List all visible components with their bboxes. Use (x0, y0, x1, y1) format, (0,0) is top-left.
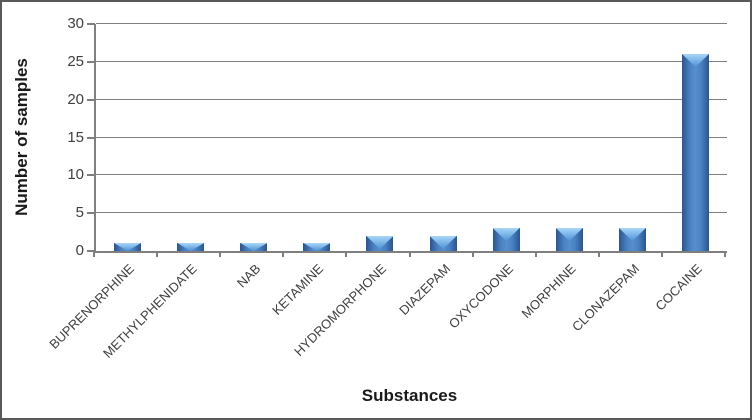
x-axis-tick (597, 251, 600, 257)
bar-gloss-highlight (177, 243, 205, 251)
y-tick-label: 25 (67, 52, 84, 70)
x-axis-title: Substances (361, 386, 458, 405)
bar-gloss-highlight (240, 243, 268, 251)
x-axis-tick (408, 251, 411, 257)
bar-clonazepam (618, 228, 646, 251)
bar-buprenorphine (114, 243, 141, 251)
x-category-label: COCAINE (652, 261, 706, 314)
bar-gloss-highlight (303, 243, 331, 251)
bar-gloss-highlight (114, 243, 141, 251)
y-axis-tick (87, 212, 95, 215)
x-category-label: DIAZEPAM (395, 261, 453, 318)
y-tick-label: 20 (67, 90, 84, 108)
y-tick-label: 0 (75, 242, 84, 259)
x-category-label: NAB (233, 261, 264, 291)
x-axis-tick (93, 251, 95, 257)
plot-area (94, 23, 727, 253)
gridline (96, 23, 727, 24)
gridline (96, 212, 727, 214)
x-axis-tick (724, 251, 726, 257)
y-axis-tick (87, 60, 95, 63)
bar-methylphenidate (177, 243, 205, 251)
bar-gloss-highlight (492, 228, 520, 241)
y-tick-label: 15 (67, 128, 84, 146)
x-axis-tick (660, 251, 663, 257)
x-category-label: MORPHINE (518, 261, 579, 322)
x-category-label: OXYCODONE (445, 261, 516, 332)
bar-oxycodone (492, 228, 520, 251)
bar-hydromorphone (366, 236, 394, 251)
gridline (96, 60, 727, 62)
x-axis-tick (345, 251, 348, 257)
bar-gloss-highlight (366, 236, 394, 249)
gridline (96, 174, 727, 176)
y-axis-tick (87, 23, 95, 25)
y-axis-tick (87, 174, 95, 177)
gridline (96, 136, 727, 138)
y-tick-label: 30 (67, 15, 84, 32)
y-axis-tick (87, 136, 95, 139)
x-category-label: CLONAZEPAM (568, 261, 643, 335)
bar-nab (240, 243, 268, 251)
x-axis-tick (156, 251, 159, 257)
bar-gloss-highlight (682, 54, 709, 67)
y-axis-tick (87, 98, 95, 101)
x-axis-tick (219, 251, 222, 257)
bar-morphine (555, 228, 583, 251)
x-axis-tick (282, 251, 285, 257)
x-axis-tick (471, 251, 474, 257)
x-category-label: KETAMINE (269, 261, 327, 318)
y-axis-title: Number of samples (12, 58, 31, 216)
bar-ketamine (303, 243, 331, 251)
bar-diazepam (429, 236, 457, 251)
bar-gloss-highlight (618, 228, 646, 241)
gridline (96, 98, 727, 100)
y-axis-tick (87, 250, 95, 252)
bar-gloss-highlight (429, 236, 457, 249)
bar-gloss-highlight (555, 228, 583, 241)
y-tick-label: 5 (75, 204, 84, 222)
y-tick-label: 10 (67, 166, 84, 184)
x-axis-tick (534, 251, 537, 257)
bar-cocaine (682, 54, 709, 251)
